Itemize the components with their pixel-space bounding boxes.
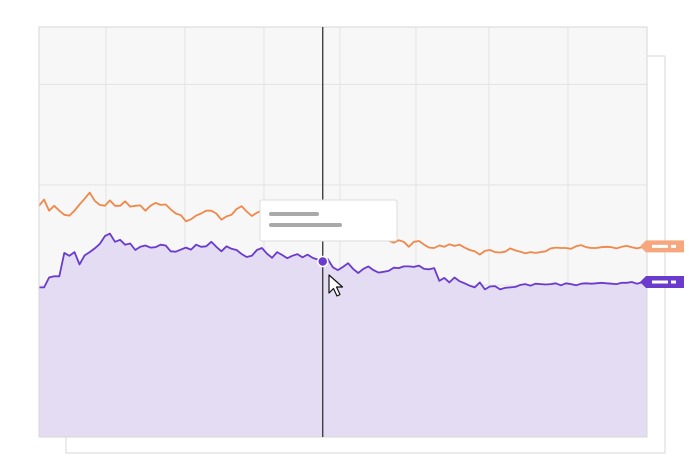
purple-series-line	[39, 232, 648, 291]
purple-series-tag-glyph	[671, 280, 676, 284]
plot-frame	[38, 26, 648, 438]
tooltip-box	[259, 199, 398, 242]
purple-series-area	[39, 233, 647, 437]
mouse-pointer-icon	[328, 274, 344, 297]
purple-series-tag-glyph	[652, 280, 668, 284]
orange-series-tag-glyph	[652, 244, 668, 248]
hover-point[interactable]	[316, 255, 329, 268]
tooltip-line-redacted	[269, 212, 319, 216]
orange-series-tag-glyph	[671, 244, 676, 248]
tooltip-line-redacted	[269, 223, 342, 227]
